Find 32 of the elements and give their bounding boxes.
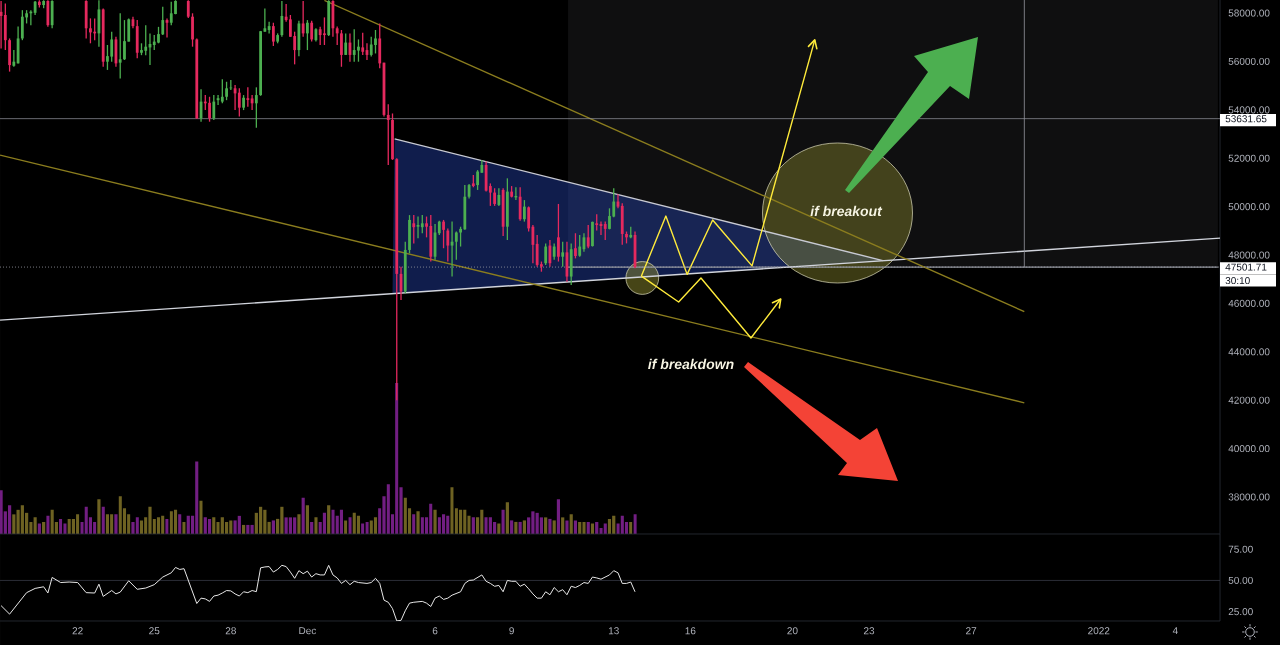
y-tick-label: 50.00 — [1228, 576, 1253, 584]
y-tick-label: 75.00 — [1228, 545, 1253, 553]
y-tick-label: 52000.00 — [1228, 154, 1270, 162]
y-tick-label: 58000.00 — [1228, 9, 1270, 17]
x-tick-label: 2022 — [1088, 627, 1110, 635]
x-tick-label: Dec — [299, 627, 317, 635]
x-tick-label: 6 — [432, 627, 438, 635]
x-tick-label: 16 — [685, 627, 696, 635]
y-tick-label: 46000.00 — [1228, 299, 1270, 307]
y-tick-label: 42000.00 — [1228, 396, 1270, 404]
x-tick-label: 13 — [608, 627, 619, 635]
annotation: if breakout — [810, 205, 883, 217]
x-tick-label: 22 — [72, 627, 83, 635]
ref-line-label: 47501.71 — [1225, 263, 1267, 271]
text: 30:10 — [1225, 277, 1250, 285]
annotation: if breakdown — [648, 358, 734, 370]
x-tick-label: 25 — [149, 627, 160, 635]
y-tick-label: 44000.00 — [1228, 348, 1270, 356]
y-tick-label: 25.00 — [1228, 608, 1253, 616]
x-tick-label: 23 — [863, 627, 875, 635]
x-tick-label: 27 — [966, 627, 977, 635]
y-tick-label: 48000.00 — [1228, 251, 1270, 259]
x-tick-label: 9 — [509, 627, 514, 635]
x-tick-label: 4 — [1172, 627, 1178, 635]
x-tick-label: 20 — [787, 627, 798, 635]
x-tick-label: 28 — [225, 627, 236, 635]
y-tick-label: 40000.00 — [1228, 445, 1270, 453]
ref-line-label: 53631.65 — [1225, 115, 1267, 123]
y-tick-label: 56000.00 — [1228, 57, 1270, 65]
y-tick-label: 38000.00 — [1228, 493, 1270, 501]
y-tick-label: 54000.00 — [1228, 106, 1270, 114]
y-tick-label: 50000.00 — [1228, 203, 1270, 211]
